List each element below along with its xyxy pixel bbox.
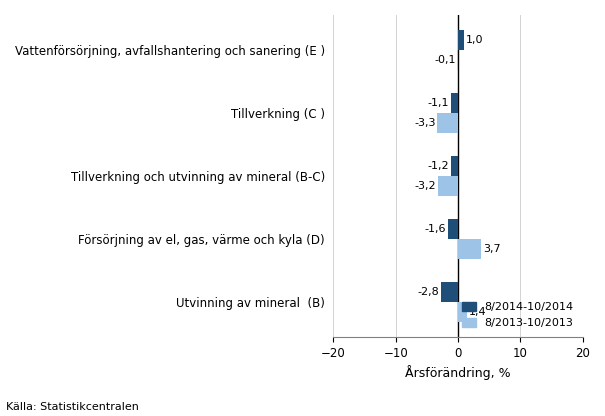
Text: -3,2: -3,2: [414, 181, 436, 191]
Text: -2,8: -2,8: [417, 287, 439, 297]
Text: -1,2: -1,2: [427, 161, 449, 171]
Bar: [437, 113, 458, 133]
Bar: [458, 239, 481, 259]
Bar: [451, 156, 458, 176]
Bar: [438, 176, 458, 196]
Bar: [451, 93, 458, 113]
Bar: [458, 30, 464, 50]
Bar: [440, 282, 458, 302]
Text: -0,1: -0,1: [434, 55, 456, 65]
Text: -3,3: -3,3: [414, 118, 436, 128]
X-axis label: Årsförändring, %: Årsförändring, %: [405, 365, 511, 380]
Bar: [457, 50, 458, 70]
Text: 3,7: 3,7: [483, 244, 500, 254]
Text: -1,6: -1,6: [425, 224, 446, 234]
Legend: 8/2014-10/2014, 8/2013-10/2013: 8/2014-10/2014, 8/2013-10/2013: [459, 298, 577, 332]
Text: 1,4: 1,4: [469, 307, 486, 317]
Text: Källa: Statistikcentralen: Källa: Statistikcentralen: [6, 402, 139, 412]
Text: -1,1: -1,1: [428, 98, 450, 108]
Bar: [448, 219, 458, 239]
Bar: [458, 302, 466, 322]
Text: 1,0: 1,0: [466, 35, 483, 45]
